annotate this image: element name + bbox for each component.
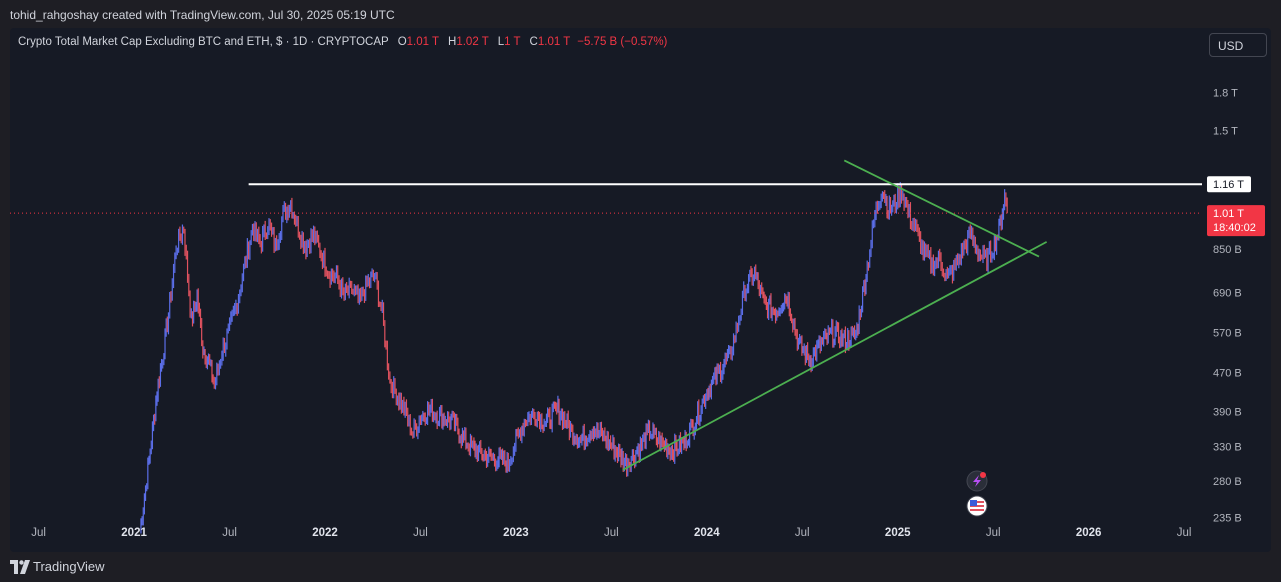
close-label: C bbox=[529, 36, 538, 48]
last-price-badge bbox=[1207, 205, 1265, 237]
x-tick-label: 2022 bbox=[312, 527, 338, 539]
x-tick-label: Jul bbox=[31, 527, 46, 539]
y-tick-label: 570 B bbox=[1213, 327, 1242, 339]
lightning-alert-icon[interactable] bbox=[966, 470, 988, 492]
y-tick-label: 390 B bbox=[1213, 407, 1242, 419]
y-tick-label: 850 B bbox=[1213, 244, 1242, 256]
low-value: 1 T bbox=[504, 36, 521, 48]
x-tick-label: 2024 bbox=[694, 527, 720, 539]
x-tick-label: Jul bbox=[986, 527, 1001, 539]
high-label: H bbox=[448, 36, 457, 48]
resistance-badge bbox=[1207, 176, 1251, 193]
x-tick-label: 2026 bbox=[1076, 527, 1102, 539]
x-tick-label: Jul bbox=[222, 527, 237, 539]
x-tick-label: 2023 bbox=[503, 527, 529, 539]
last-price-label: 1.01 T bbox=[1213, 208, 1244, 220]
countdown-label: 18:40:02 bbox=[1213, 222, 1256, 234]
tradingview-logo-icon bbox=[10, 560, 30, 574]
x-tick-label: Jul bbox=[604, 527, 619, 539]
x-tick-label: Jul bbox=[1177, 527, 1192, 539]
open-value: 1.01 T bbox=[406, 36, 439, 48]
y-tick-label: 235 B bbox=[1213, 512, 1242, 524]
attribution-text: tohid_rahgoshay created with TradingView… bbox=[10, 8, 395, 22]
y-tick-label: 330 B bbox=[1213, 442, 1242, 454]
low-label: L bbox=[497, 36, 505, 48]
x-tick-label: Jul bbox=[795, 527, 810, 539]
symbol-legend[interactable]: Crypto Total Market Cap Excluding BTC an… bbox=[18, 36, 667, 48]
x-tick-label: Jul bbox=[413, 527, 428, 539]
x-tick-label: 2025 bbox=[885, 527, 911, 539]
open-label: O bbox=[397, 36, 407, 48]
symbol-title[interactable]: Crypto Total Market Cap Excluding BTC an… bbox=[18, 36, 389, 48]
high-value: 1.02 T bbox=[456, 36, 489, 48]
close-value: 1.01 T bbox=[537, 36, 571, 48]
y-tick-label: 1.5 T bbox=[1213, 126, 1238, 138]
resistance-label: 1.16 T bbox=[1213, 179, 1244, 191]
footer-bar: TradingView bbox=[0, 552, 1281, 582]
y-tick-label: 280 B bbox=[1213, 476, 1242, 488]
currency-button[interactable]: USD bbox=[1209, 33, 1267, 57]
y-tick-label: 1.8 T bbox=[1213, 88, 1238, 100]
descending-resistance-trendline[interactable] bbox=[843, 159, 1040, 258]
y-tick-label: 470 B bbox=[1213, 368, 1242, 380]
x-tick-label: 2021 bbox=[121, 527, 147, 539]
us-flag-icon[interactable] bbox=[966, 495, 988, 517]
attribution-bar: tohid_rahgoshay created with TradingView… bbox=[0, 0, 1281, 28]
ascending-support-trendline[interactable] bbox=[622, 241, 1048, 471]
y-tick-label: 690 B bbox=[1213, 288, 1242, 300]
change-value: −5.75 B (−0.57%) bbox=[577, 36, 668, 48]
tradingview-brand[interactable]: TradingView bbox=[33, 559, 105, 574]
